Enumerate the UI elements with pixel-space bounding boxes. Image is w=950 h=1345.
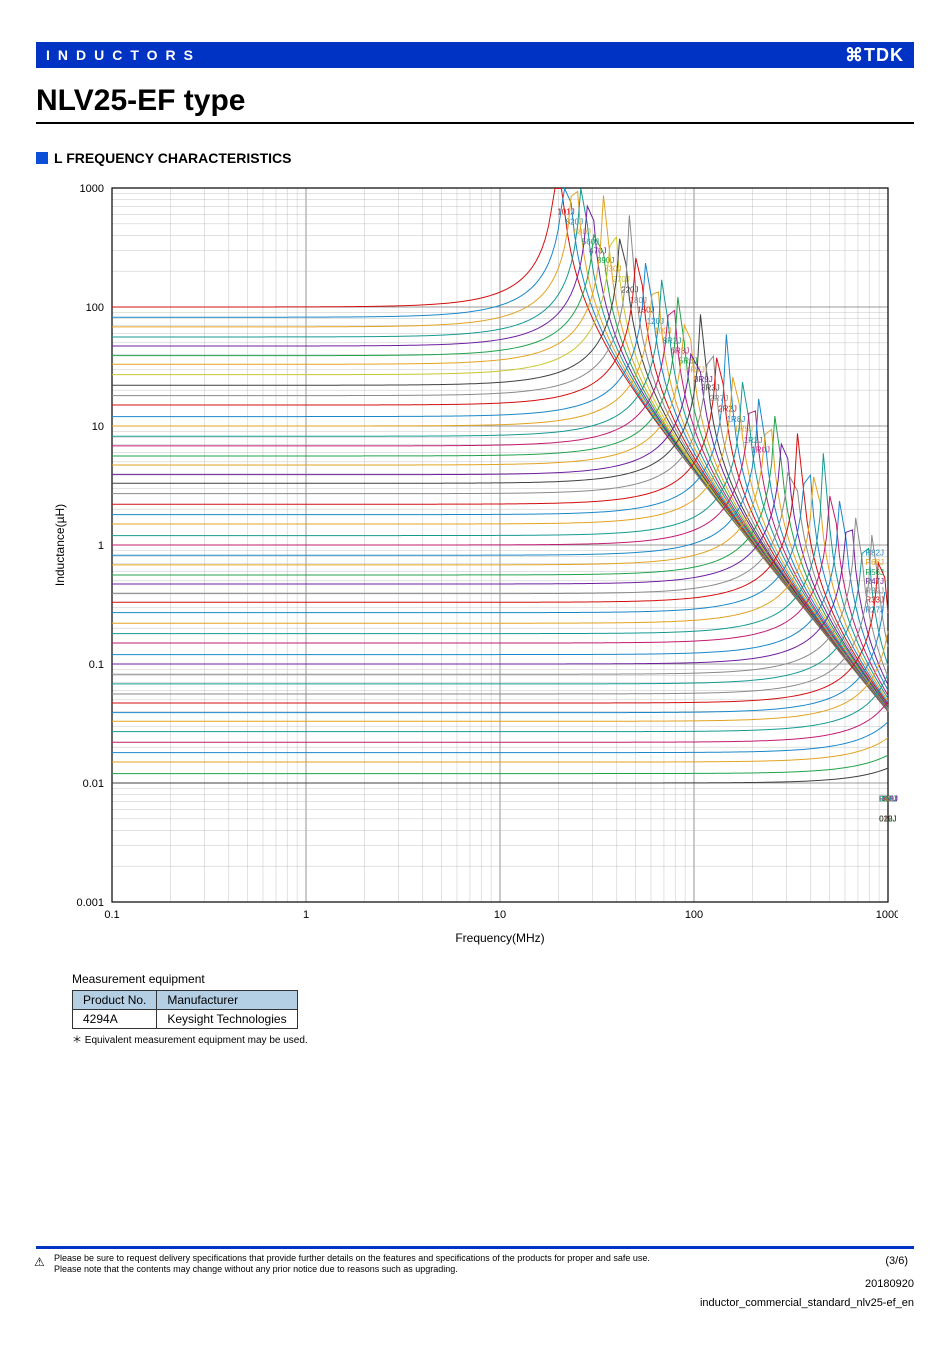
section-bullet-icon — [36, 152, 48, 164]
brand-logo: ⌘TDK — [845, 45, 904, 66]
svg-text:Frequency(MHz): Frequency(MHz) — [455, 931, 544, 945]
svg-text:1: 1 — [303, 909, 309, 921]
svg-text:0.01: 0.01 — [83, 778, 104, 790]
svg-text:1000: 1000 — [876, 909, 898, 921]
svg-text:010J: 010J — [879, 814, 896, 823]
table-header-product: Product No. — [73, 991, 157, 1010]
page-footer: ⚠ Please be sure to request delivery spe… — [36, 1246, 914, 1311]
svg-text:2R7J: 2R7J — [710, 394, 729, 403]
page-number: (3/6) — [885, 1255, 908, 1269]
section-header: L FREQUENCY CHARACTERISTICS — [36, 150, 914, 166]
header-bar: INDUCTORS ⌘TDK — [36, 42, 914, 68]
svg-text:1000: 1000 — [80, 183, 104, 195]
table-header-manufacturer: Manufacturer — [157, 991, 297, 1010]
chart-svg: 0.1 1 10 100 1000 0.001 0.01 0.1 1 10 100 1000 Frequ… — [48, 178, 898, 948]
disclaimer-line2: Please note that the contents may change… — [54, 1264, 458, 1274]
l-frequency-chart: 0.1 1 10 100 1000 0.001 0.01 0.1 1 10 100 1000 Frequ… — [48, 178, 898, 948]
category-label: INDUCTORS — [46, 47, 201, 63]
svg-text:10: 10 — [92, 421, 104, 433]
measurement-heading: Measurement equipment — [72, 972, 914, 986]
svg-text:100: 100 — [86, 302, 104, 314]
svg-text:1: 1 — [98, 540, 104, 552]
footer-date: 20180920 — [36, 1278, 914, 1292]
measurement-equipment-block: Measurement equipment Product No. Manufa… — [72, 972, 914, 1046]
product-title: NLV25-EF type — [36, 84, 914, 124]
svg-text:150J: 150J — [637, 305, 654, 314]
measurement-footnote: ＊ Equivalent measurement equipment may b… — [72, 1031, 914, 1046]
svg-text:Inductance(µH): Inductance(µH) — [53, 504, 67, 586]
section-title: L FREQUENCY CHARACTERISTICS — [54, 150, 292, 166]
svg-text:0.1: 0.1 — [104, 909, 119, 921]
svg-text:0.001: 0.001 — [76, 897, 104, 909]
svg-text:0.1: 0.1 — [89, 659, 104, 671]
svg-text:10: 10 — [494, 909, 506, 921]
measurement-table: Product No. Manufacturer 4294A Keysight … — [72, 990, 298, 1029]
svg-text:R68J: R68J — [865, 558, 884, 567]
table-cell-manufacturer: Keysight Technologies — [157, 1010, 297, 1029]
footer-filename: inductor_commercial_standard_nlv25-ef_en — [36, 1297, 914, 1311]
table-cell-product: 4294A — [73, 1010, 157, 1029]
warning-icon: ⚠ — [34, 1255, 45, 1270]
table-row: 4294A Keysight Technologies — [73, 1010, 298, 1029]
svg-text:100: 100 — [685, 909, 703, 921]
disclaimer-line1: Please be sure to request delivery speci… — [54, 1253, 650, 1263]
svg-text:027J: 027J — [879, 794, 896, 803]
